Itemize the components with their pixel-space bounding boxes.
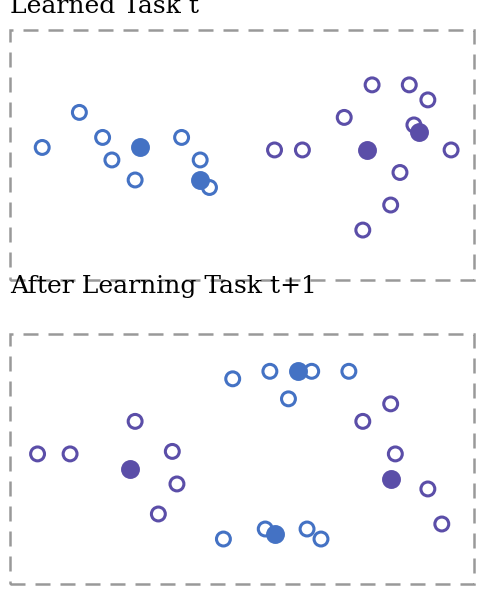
Point <box>285 394 292 403</box>
Point <box>345 367 353 376</box>
Point <box>406 80 413 89</box>
Point <box>197 175 204 185</box>
Point <box>34 449 42 459</box>
Point <box>154 509 162 519</box>
Point <box>271 529 278 539</box>
Point <box>294 367 302 376</box>
Point <box>396 167 404 177</box>
Point <box>317 534 325 544</box>
Text: After Learning Task t+1: After Learning Task t+1 <box>10 275 317 298</box>
Point <box>299 145 306 155</box>
Point <box>76 108 83 117</box>
Point <box>424 484 432 493</box>
Point <box>387 474 394 484</box>
Point <box>136 142 144 152</box>
Point <box>424 95 432 105</box>
Point <box>261 524 269 534</box>
Point <box>206 183 213 193</box>
Point <box>38 142 46 152</box>
Point <box>340 113 348 122</box>
Point <box>359 225 367 235</box>
Point <box>368 80 376 89</box>
Point <box>266 367 274 376</box>
Point <box>173 479 181 489</box>
Point <box>308 367 316 376</box>
Point <box>387 399 394 409</box>
Text: Learned Task t: Learned Task t <box>10 0 198 18</box>
Point <box>447 145 455 155</box>
Point <box>131 175 139 185</box>
Point <box>66 449 74 459</box>
Point <box>127 464 135 474</box>
Point <box>438 519 446 529</box>
Point <box>271 145 278 155</box>
Point <box>410 120 418 130</box>
Point <box>197 155 204 164</box>
Point <box>220 534 227 544</box>
Point <box>359 417 367 426</box>
Point <box>99 133 106 142</box>
Point <box>387 200 394 210</box>
Point <box>363 145 371 155</box>
Point <box>108 155 116 164</box>
Point <box>415 128 423 137</box>
Point <box>229 374 237 384</box>
Point <box>178 133 185 142</box>
Point <box>131 417 139 426</box>
Point <box>168 446 176 456</box>
Point <box>303 524 311 534</box>
Point <box>392 449 399 459</box>
